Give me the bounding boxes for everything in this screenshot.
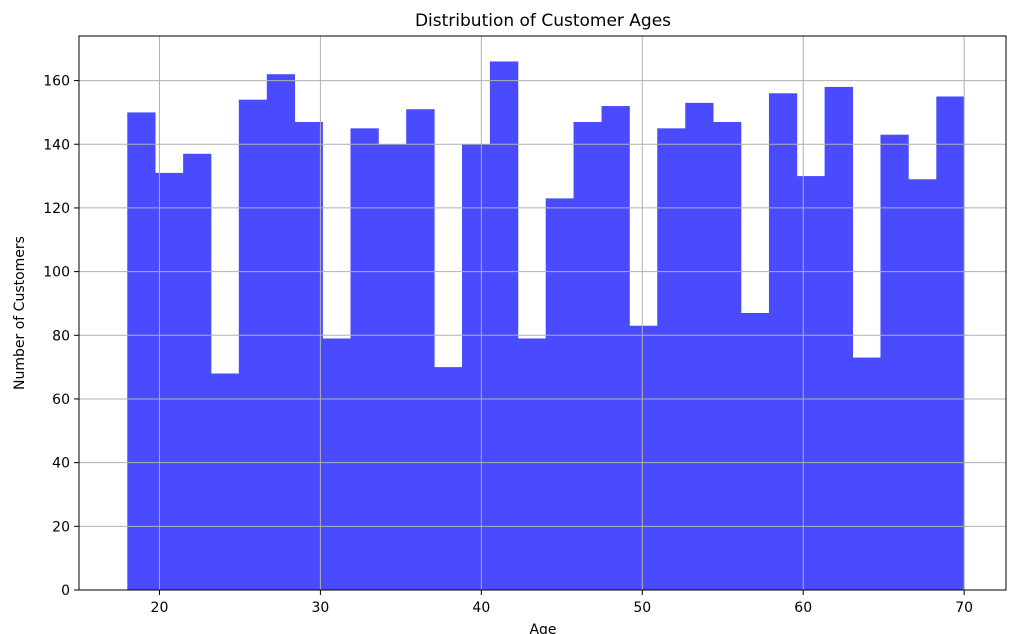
histogram-bar-12	[434, 367, 463, 590]
y-tick-label: 160	[43, 74, 70, 90]
axes: 20 30 40 50 60 70 0 20 40 60 80 100 120 140 160	[43, 36, 1006, 616]
histogram-bar-23	[740, 313, 770, 590]
x-tick-label: 50	[633, 600, 651, 616]
x-tick-label: 70	[955, 600, 973, 616]
y-tick-label: 0	[61, 583, 70, 599]
histogram-bar-11	[406, 109, 435, 590]
histogram-bar-13	[462, 144, 491, 590]
y-tick-label: 80	[52, 328, 70, 344]
x-axis-title: Age	[529, 622, 556, 634]
histogram-bar-17	[573, 121, 602, 590]
histogram-bar-5	[238, 99, 268, 591]
histogram-bar-15	[517, 338, 547, 590]
y-tick-label: 60	[52, 392, 70, 408]
histogram-bar-28	[880, 134, 909, 590]
x-tick-label: 20	[151, 600, 169, 616]
histogram-bar-30	[936, 96, 965, 591]
x-tick-label: 60	[794, 600, 812, 616]
histogram-bar-27	[852, 357, 881, 590]
x-tick-label: 30	[311, 600, 329, 616]
histogram-bar-22	[713, 121, 742, 590]
histogram-bar-26	[824, 86, 854, 590]
histogram-bar-4	[210, 373, 240, 590]
histogram-bar-18	[601, 106, 630, 591]
y-tick-label: 140	[43, 137, 70, 153]
histogram-bar-19	[629, 325, 658, 590]
y-tick-label: 120	[43, 201, 70, 217]
histogram-bar-29	[908, 179, 937, 590]
y-tick-label: 100	[43, 265, 70, 281]
histogram-bar-14	[489, 61, 519, 591]
histogram-bar-20	[657, 128, 686, 590]
histogram-bar-21	[685, 102, 714, 591]
chart-title: Distribution of Customer Ages	[415, 11, 671, 31]
histogram-bar-7	[294, 121, 323, 590]
histogram-bar-16	[545, 198, 574, 590]
x-tick-label: 40	[472, 600, 490, 616]
histogram-bar-24	[768, 93, 798, 590]
histogram-bar-1	[127, 112, 156, 590]
plot-frame	[78, 35, 1007, 591]
histogram-bar-6	[266, 74, 296, 590]
y-tick-label: 20	[52, 519, 70, 535]
histogram-bar-25	[796, 176, 826, 590]
histogram-bar-3	[183, 153, 212, 591]
histogram-bar-8	[322, 338, 351, 590]
y-axis-title: Number of Customers	[12, 236, 28, 390]
bars	[127, 61, 965, 591]
y-tick-label: 40	[52, 456, 70, 472]
histogram-bar-10	[378, 144, 407, 590]
histogram-bar-9	[350, 128, 379, 590]
